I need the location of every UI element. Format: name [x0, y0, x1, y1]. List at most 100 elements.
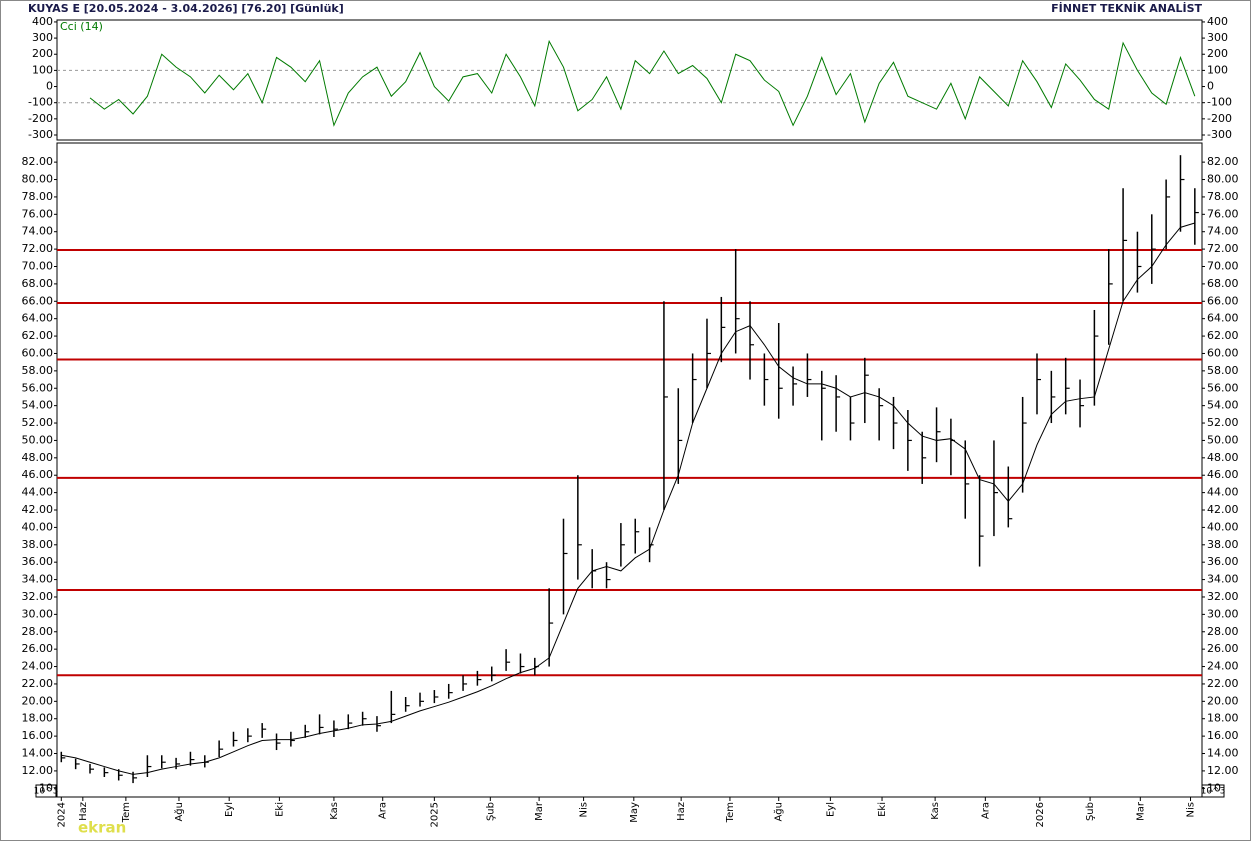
y-tick-label: 32.00	[22, 590, 54, 603]
y-tick-label: 56.00	[1207, 381, 1239, 394]
y-tick-label: -200	[1207, 112, 1232, 125]
x-tick-label: Eyl	[825, 802, 836, 817]
y-tick-label: 60.00	[1207, 346, 1239, 359]
y-tick-label: 62.00	[1207, 329, 1239, 342]
y-tick-label: 82.00	[22, 155, 54, 168]
x-tick-label: Kas	[329, 802, 340, 820]
x-tick-label: Haz	[78, 802, 89, 821]
y-tick-label: 24.00	[22, 660, 54, 673]
y-tick-label: 54.00	[22, 399, 54, 412]
x-tick-label: Mar	[1135, 801, 1146, 821]
y-tick-label: 38.00	[22, 538, 54, 551]
y-tick-label: 58.00	[1207, 364, 1239, 377]
y-tick-label: 14.00	[1207, 747, 1239, 760]
y-tick-label: 400	[1207, 15, 1228, 28]
y-tick-label: 54.00	[1207, 399, 1239, 412]
x-tick-label: Ağu	[173, 802, 185, 822]
y-tick-label: 70.00	[1207, 259, 1239, 272]
moving-average	[61, 222, 1195, 775]
cci-panel	[56, 19, 1203, 141]
x-tick-label: Şub	[485, 802, 496, 821]
x-tick-label: Nis	[1186, 802, 1197, 817]
y-tick-label: 76.00	[1207, 207, 1239, 220]
y-tick-label: 14.00	[22, 747, 54, 760]
y-tick-label: 82.00	[1207, 155, 1239, 168]
y-tick-label: 16.00	[1207, 729, 1239, 742]
x-tick-label: Eki	[877, 802, 888, 817]
cci-title: Cci (14)	[60, 20, 103, 33]
y-tick-label: 24.00	[1207, 660, 1239, 673]
x-tick-label: Ara	[378, 802, 389, 819]
x-tick-label: Mar	[534, 801, 545, 821]
y-tick-label: 72.00	[1207, 242, 1239, 255]
header-left: KUYAS E [20.05.2024 - 3.04.2026] [76.20]…	[28, 2, 344, 15]
y-tick-label: -200	[28, 112, 53, 125]
x-tick-label: Tem	[725, 802, 736, 823]
y-tick-label: 16.00	[22, 729, 54, 742]
y-tick-label: 38.00	[1207, 538, 1239, 551]
y-tick-label: 12.00	[22, 764, 54, 777]
y-tick-label: 100	[1207, 63, 1228, 76]
y-tick-label: -300	[28, 128, 53, 141]
y-tick-label: 26.00	[1207, 642, 1239, 655]
y-tick-label: 74.00	[1207, 225, 1239, 238]
y-tick-label: 72.00	[22, 242, 54, 255]
y-tick-label: 40.00	[1207, 520, 1239, 533]
y-tick-label: 48.00	[1207, 451, 1239, 464]
y-tick-label: 0	[1207, 80, 1214, 93]
y-tick-label: 68.00	[1207, 277, 1239, 290]
x-tick-label: Ara	[980, 802, 991, 819]
x-tick-label: 2026	[1035, 802, 1046, 827]
y-tick-label: 10	[1207, 781, 1221, 794]
y-tick-label: 64.00	[22, 312, 54, 325]
y-tick-label: 46.00	[22, 468, 54, 481]
x-tick-label: Tem	[121, 802, 132, 823]
y-tick-label: 300	[1207, 31, 1228, 44]
y-tick-label: -300	[1207, 128, 1232, 141]
y-tick-label: 40.00	[22, 520, 54, 533]
x-tick-label: Haz	[676, 802, 687, 821]
x-tick-label: May	[629, 802, 640, 823]
y-tick-label: 28.00	[22, 625, 54, 638]
y-tick-label: 20.00	[1207, 694, 1239, 707]
scale-note: 10^3	[34, 787, 59, 797]
y-tick-label: 18.00	[22, 712, 54, 725]
price-panel	[56, 142, 1203, 798]
watermark: ekran	[78, 819, 126, 837]
y-tick-label: 20.00	[22, 694, 54, 707]
y-tick-label: 46.00	[1207, 468, 1239, 481]
y-tick-label: 34.00	[1207, 573, 1239, 586]
y-tick-label: 74.00	[22, 225, 54, 238]
y-tick-label: 30.00	[22, 607, 54, 620]
y-tick-label: 22.00	[22, 677, 54, 690]
header-right: FİNNET TEKNİK ANALİST	[1051, 1, 1202, 15]
y-tick-label: 76.00	[22, 207, 54, 220]
y-tick-label: 44.00	[22, 486, 54, 499]
x-tick-label: Ağu	[773, 802, 785, 822]
y-tick-label: -100	[28, 96, 53, 109]
y-tick-label: 58.00	[22, 364, 54, 377]
y-tick-label: 56.00	[22, 381, 54, 394]
y-tick-label: 52.00	[22, 416, 54, 429]
y-tick-label: 42.00	[22, 503, 54, 516]
y-tick-label: 62.00	[22, 329, 54, 342]
y-tick-label: 68.00	[22, 277, 54, 290]
y-tick-label: 26.00	[22, 642, 54, 655]
x-tick-label: Şub	[1085, 802, 1096, 821]
scale-box	[1201, 784, 1225, 798]
y-tick-label: 64.00	[1207, 312, 1239, 325]
cci-line	[89, 39, 1196, 127]
x-tick-label: Eyl	[224, 802, 235, 817]
y-tick-label: 60.00	[22, 346, 54, 359]
y-tick-label: 12.00	[1207, 764, 1239, 777]
y-tick-label: 400	[32, 15, 53, 28]
y-tick-label: 52.00	[1207, 416, 1239, 429]
x-tick-label: 2024	[56, 802, 67, 827]
y-tick-label: 300	[32, 31, 53, 44]
x-tick-label: 2025	[429, 802, 440, 827]
y-tick-label: 66.00	[22, 294, 54, 307]
y-tick-label: 42.00	[1207, 503, 1239, 516]
y-tick-label: 50.00	[22, 433, 54, 446]
y-tick-label: 34.00	[22, 573, 54, 586]
